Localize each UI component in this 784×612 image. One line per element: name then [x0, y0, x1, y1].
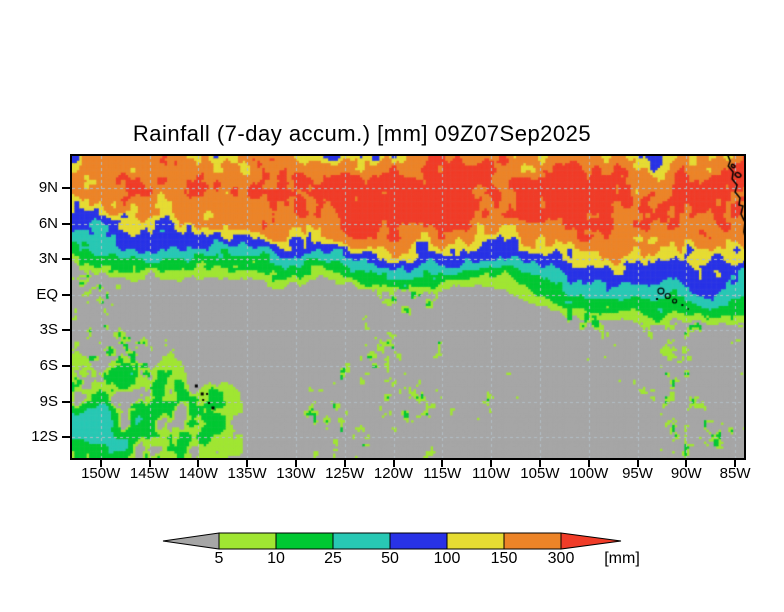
- colorbar-tick-label: 5: [214, 550, 224, 567]
- colorbar-tick-label: 50: [381, 550, 399, 567]
- colorbar-arrow: [560, 532, 622, 550]
- colorbar-segment: [389, 532, 448, 550]
- lat-tick-label: 9S: [39, 392, 58, 410]
- rainfall-map-canvas: [70, 154, 746, 460]
- lat-tick: [62, 222, 70, 225]
- lon-tick-label: 130W: [276, 465, 316, 482]
- colorbar-segment: [218, 532, 277, 550]
- lon-tick: [490, 460, 493, 467]
- lon-tick-label: 150W: [81, 465, 121, 482]
- lon-tick: [148, 460, 151, 467]
- lon-tick-label: 145W: [129, 465, 170, 482]
- lon-tick-label: 115W: [423, 465, 462, 482]
- lat-tick-label: 3N: [38, 250, 58, 268]
- colorbar-segment: [503, 532, 562, 550]
- lon-tick: [197, 460, 200, 467]
- colorbar-tick-label: 25: [324, 550, 342, 567]
- colorbar-tick-label: 100: [433, 550, 461, 567]
- lat-tick: [62, 329, 70, 332]
- lon-tick-label: 120W: [373, 465, 414, 482]
- colorbar-svg: [162, 532, 622, 550]
- lon-tick: [343, 460, 346, 467]
- lat-tick-label: 12S: [31, 428, 58, 446]
- lon-tick: [685, 460, 688, 467]
- lat-tick: [62, 258, 70, 261]
- lat-tick: [62, 400, 70, 403]
- lon-tick: [392, 460, 395, 467]
- colorbar-tick-label: 10: [267, 550, 285, 567]
- lon-tick-label: 95W: [622, 465, 653, 482]
- lat-tick-label: EQ: [36, 285, 58, 303]
- lon-tick-label: 140W: [178, 465, 218, 482]
- colorbar-arrow: [162, 532, 220, 550]
- lon-tick-label: 105W: [520, 465, 560, 482]
- lat-tick-label: 6S: [39, 357, 58, 375]
- lon-tick: [587, 460, 590, 467]
- lon-tick: [294, 460, 297, 467]
- lon-tick-label: 125W: [325, 465, 365, 482]
- lat-tick: [62, 436, 70, 439]
- colorbar-unit-label: [mm]: [604, 550, 640, 567]
- lon-tick-label: 135W: [227, 465, 267, 482]
- lat-tick-label: 9N: [38, 179, 58, 196]
- colorbar-segment: [275, 532, 334, 550]
- lon-tick-label: 100W: [569, 465, 609, 482]
- lon-tick: [246, 460, 249, 467]
- lon-tick: [734, 460, 737, 467]
- lon-tick: [538, 460, 541, 467]
- lat-tick-label: 3S: [39, 321, 58, 339]
- lon-tick-label: 110W: [472, 465, 511, 482]
- lat-tick: [62, 187, 70, 189]
- lon-tick-label: 85W: [719, 465, 751, 482]
- lat-tick: [62, 365, 70, 368]
- lon-tick: [99, 460, 102, 467]
- colorbar-tick-label: 150: [490, 550, 518, 567]
- colorbar-tick-label: 300: [547, 550, 575, 567]
- lat-tick: [62, 293, 70, 296]
- plot-title: Rainfall (7-day accum.) [mm] 09Z07Sep202…: [132, 121, 592, 146]
- colorbar-segment: [446, 532, 505, 550]
- lon-tick: [636, 460, 639, 467]
- lat-tick-label: 6N: [38, 214, 58, 232]
- lon-tick: [441, 460, 444, 467]
- lon-tick-label: 90W: [670, 465, 702, 482]
- colorbar-segment: [332, 532, 391, 550]
